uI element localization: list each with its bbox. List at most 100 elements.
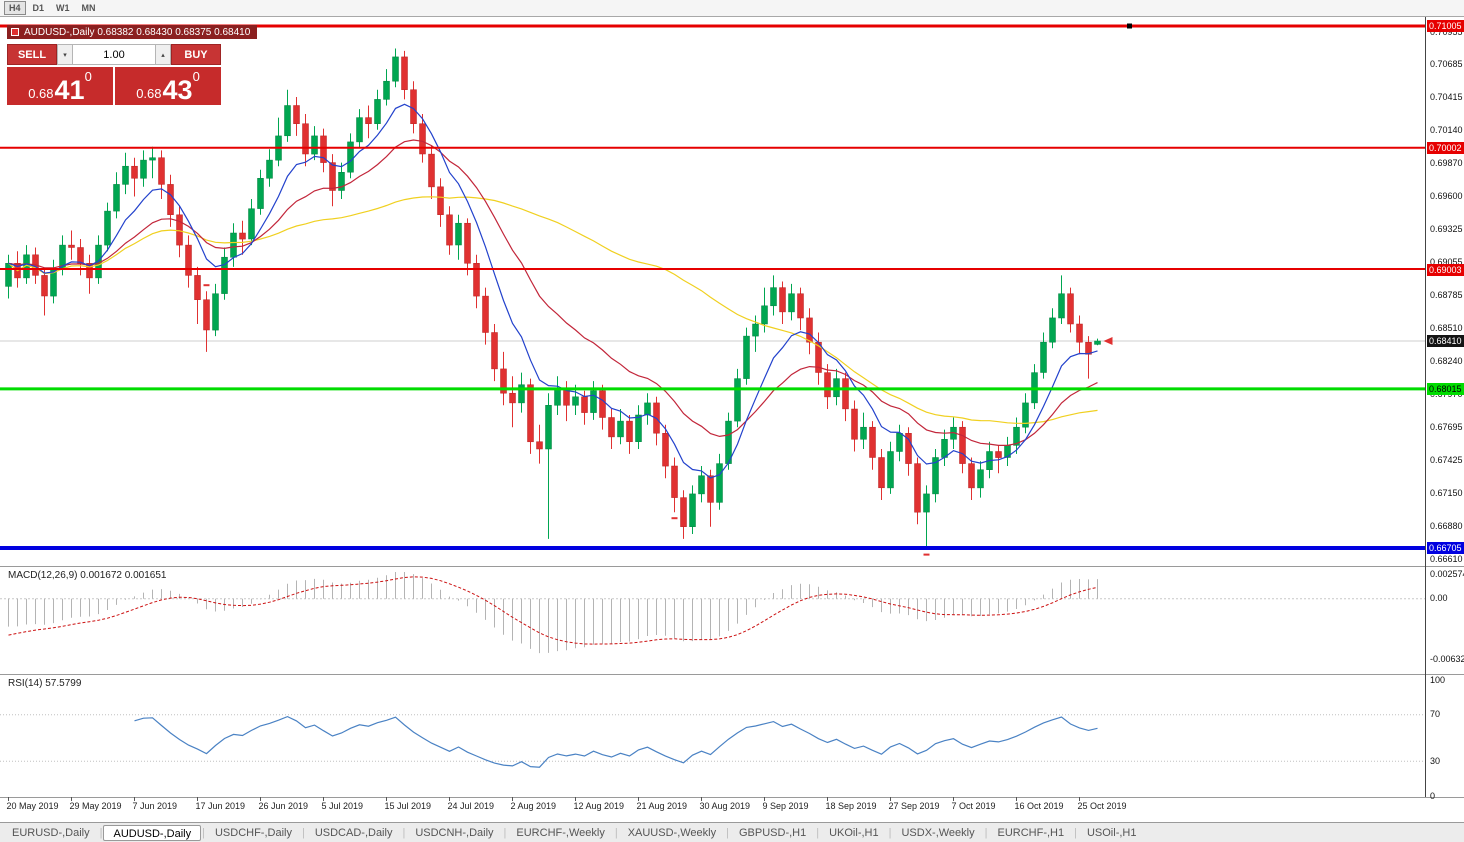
candle-body [239, 232, 246, 240]
candle-body [491, 332, 498, 370]
candle-body [959, 426, 966, 464]
chart-tab-eurchf-h1[interactable]: EURCHF-,H1 [997, 826, 1065, 839]
level-price-badge: 0.70002 [1427, 142, 1464, 155]
candle-body [401, 56, 408, 90]
candle-body [419, 123, 426, 155]
price-tick-label: 0.70140 [1430, 125, 1463, 136]
candle-body [869, 426, 876, 458]
line-selection-handle[interactable] [1127, 23, 1132, 29]
level-price-badge: 0.69003 [1427, 263, 1464, 276]
price-tick-label: 0.69870 [1430, 158, 1463, 169]
candle-body [842, 378, 849, 410]
candle-body [770, 287, 777, 307]
price-tick-label: 0.70685 [1430, 59, 1463, 70]
candle-body [455, 222, 462, 246]
level-price-badge: 0.66705 [1427, 542, 1464, 555]
price-scale[interactable]: 0.709550.706850.704150.701400.698700.696… [1427, 17, 1464, 805]
timeframe-button-w1[interactable]: W1 [51, 1, 75, 15]
bid-price-display[interactable]: 0.68 41 0 [7, 67, 113, 105]
date-label: 18 Sep 2019 [825, 801, 877, 811]
candle-body [806, 317, 813, 343]
chart-tab-usdx-weekly[interactable]: USDX-,Weekly [901, 826, 975, 839]
chart-icon [11, 28, 19, 36]
time-scale[interactable]: 20 May 2019 29 May 2019 7 Jun 2019 17 Jun 2… [0, 798, 1426, 814]
date-label: 12 Aug 2019 [573, 801, 625, 811]
macd-axis-label: 0.002574 [1430, 568, 1464, 579]
timeframe-button-mn[interactable]: MN [77, 1, 101, 15]
candle-body [635, 414, 642, 442]
chart-tab-gbpusd-h1[interactable]: GBPUSD-,H1 [738, 826, 807, 839]
candle-body [581, 396, 588, 413]
candle-body [131, 165, 138, 179]
chart-tab-eurchf-weekly[interactable]: EURCHF-,Weekly [516, 826, 605, 839]
candle-body [428, 153, 435, 188]
candle-body [518, 384, 525, 404]
candle-body [608, 417, 615, 438]
chart-tab-usdcnh-daily[interactable]: USDCNH-,Daily [415, 826, 494, 839]
lot-increase-button[interactable]: ▴ [155, 44, 171, 65]
candle-body [527, 384, 534, 443]
current-price-badge: 0.68410 [1427, 335, 1464, 348]
candle-body [887, 451, 894, 489]
candle-body [140, 159, 147, 179]
candle-body [824, 372, 831, 398]
candle-body [545, 405, 552, 450]
tab-separator: | [1074, 826, 1077, 839]
candle-body [185, 244, 192, 276]
candle-body [896, 433, 903, 452]
candle-body [590, 390, 597, 413]
candle-body [689, 493, 696, 527]
chart-tab-eurusd-daily[interactable]: EURUSD-,Daily [12, 826, 90, 839]
candle-body [464, 222, 471, 264]
fractal-marker [923, 553, 930, 556]
timeframe-button-d1[interactable]: D1 [28, 1, 50, 15]
chart-tab-xauusd-weekly[interactable]: XAUUSD-,Weekly [627, 826, 717, 839]
one-click-order-row: SELL ▾ ▴ BUY [7, 44, 221, 65]
candle-body [284, 105, 291, 137]
buy-button[interactable]: BUY [171, 44, 221, 65]
candle-body [851, 408, 858, 440]
ma-line-8 [8, 103, 1098, 479]
chart-tab-ukoil-h1[interactable]: UKOil-,H1 [829, 826, 879, 839]
chart-tab-usdchf-daily[interactable]: USDCHF-,Daily [214, 826, 292, 839]
timeframe-button-h4[interactable]: H4 [4, 1, 26, 15]
lot-size-input[interactable] [73, 44, 155, 65]
candle-body [941, 439, 948, 458]
rsi-line [134, 715, 1098, 768]
lot-decrease-button[interactable]: ▾ [57, 44, 73, 65]
candle-body [365, 117, 372, 124]
candle-body [923, 493, 930, 513]
chart-tab-usoil-h1[interactable]: USOil-,H1 [1086, 826, 1137, 839]
candle-body [860, 426, 867, 440]
candle-body [1040, 341, 1047, 373]
candle-body [698, 475, 705, 495]
tab-separator: | [301, 826, 305, 839]
price-tick-label: 0.68510 [1430, 323, 1463, 334]
candle-body [914, 463, 921, 513]
candle-body [680, 497, 687, 527]
chart-tab-audusd-daily[interactable]: AUDUSD-,Daily [103, 824, 202, 841]
candle-body [410, 89, 417, 124]
ask-pips: 43 [162, 75, 193, 105]
price-tick-label: 0.70415 [1430, 92, 1463, 103]
ma-line-20 [8, 139, 1098, 446]
sell-button[interactable]: SELL [7, 44, 57, 65]
candle-body [1022, 402, 1029, 428]
rsi-indicator-label: RSI(14) 57.5799 [8, 678, 82, 689]
ask-price-display[interactable]: 0.68 43 0 [115, 67, 221, 105]
candle-body [626, 420, 633, 442]
price-tick-label: 0.69600 [1430, 191, 1463, 202]
rsi-axis-label: 100 [1430, 674, 1446, 685]
candle-body [374, 99, 381, 124]
chart-tab-usdcad-daily[interactable]: USDCAD-,Daily [314, 826, 393, 839]
candle-body [194, 275, 201, 300]
price-chart-canvas[interactable] [0, 17, 1464, 822]
candle-body [203, 299, 210, 331]
candle-body [248, 208, 255, 240]
candle-body [320, 135, 327, 163]
date-label: 5 Jul 2019 [321, 801, 364, 811]
symbol-ohlc-text: AUDUSD-,Daily 0.68382 0.68430 0.68375 0.… [24, 26, 251, 38]
date-label: 27 Sep 2019 [888, 801, 940, 811]
candle-body [662, 433, 669, 467]
candle-body [644, 402, 651, 416]
